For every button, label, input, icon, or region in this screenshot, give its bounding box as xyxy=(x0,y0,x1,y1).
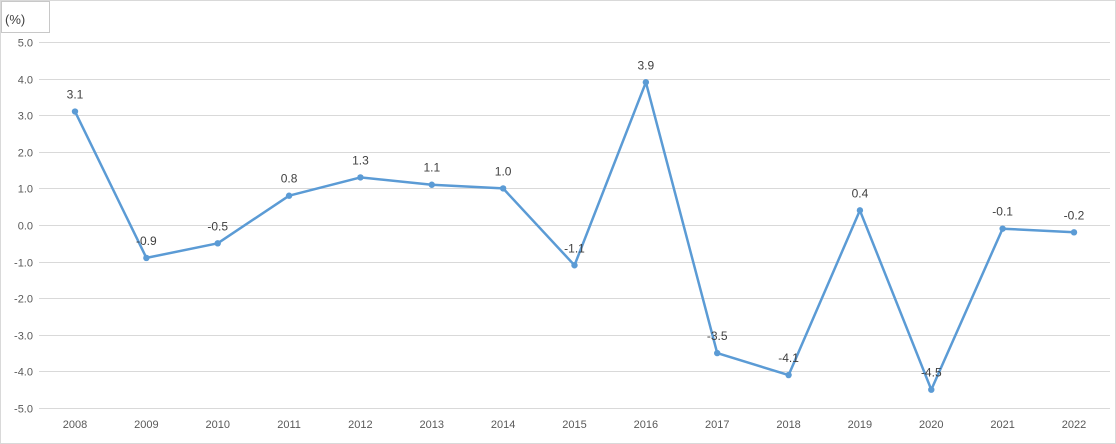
x-tick-label: 2020 xyxy=(919,419,943,431)
x-tick-label: 2010 xyxy=(205,419,229,431)
data-label: -0.2 xyxy=(1064,208,1085,222)
data-point xyxy=(642,79,650,86)
y-tick-label: 5.0 xyxy=(18,38,33,50)
x-tick-label: 2014 xyxy=(491,419,515,431)
x-tick-label: 2018 xyxy=(776,419,800,431)
data-point xyxy=(856,207,864,214)
y-tick-label: 3.0 xyxy=(18,111,33,123)
data-label: 0.8 xyxy=(281,172,298,186)
data-point xyxy=(499,185,507,192)
data-point xyxy=(71,108,79,115)
data-label: 3.1 xyxy=(67,88,84,102)
data-point xyxy=(143,254,150,262)
data-point xyxy=(714,349,721,357)
y-tick-label: -5.0 xyxy=(14,404,33,416)
y-axis-ticks: 5.0 4.0 3.0 2.0 1.0 0.0 -1.0 -2.0 -3.0 -4.0 -5.0 xyxy=(14,38,33,416)
x-tick-label: 2019 xyxy=(848,419,872,431)
y-tick-label: 4.0 xyxy=(18,75,33,87)
y-tick-label: 1.0 xyxy=(18,184,33,196)
x-tick-label: 2011 xyxy=(277,419,301,431)
data-label: -4.5 xyxy=(921,366,942,380)
data-label: -1.1 xyxy=(564,241,585,255)
series-line xyxy=(73,81,1075,391)
data-label: 3.9 xyxy=(638,58,655,72)
series xyxy=(71,79,1078,393)
data-point xyxy=(785,371,792,379)
data-label: -4.1 xyxy=(778,351,799,365)
data-point xyxy=(428,181,435,188)
x-tick-label: 2008 xyxy=(63,419,87,431)
data-label: -0.1 xyxy=(992,205,1013,219)
data-label: -0.5 xyxy=(207,219,228,233)
x-tick-label: 2017 xyxy=(705,419,729,431)
data-label: 1.1 xyxy=(423,161,440,175)
data-label: -3.5 xyxy=(707,329,728,343)
x-axis-ticks: 2008 2009 2010 2011 2012 2013 2014 2015 2016 2017… xyxy=(63,419,1086,431)
data-point xyxy=(214,240,221,247)
data-point xyxy=(285,192,293,199)
data-label: 0.4 xyxy=(852,186,869,200)
data-point xyxy=(1070,229,1078,236)
unit-label: (%) xyxy=(1,1,50,33)
data-label: 1.0 xyxy=(495,164,512,178)
x-tick-label: 2015 xyxy=(562,419,586,431)
data-labels: 3.1 -0.9 -0.5 0.8 1.3 1.1 1.0 -1.1 3.9 -3.5 -4.1 0.… xyxy=(67,58,1085,379)
y-tick-label: 2.0 xyxy=(18,148,33,160)
data-point xyxy=(357,174,364,181)
y-tick-label: -4.0 xyxy=(14,367,33,379)
y-tick-label: 0.0 xyxy=(18,221,33,233)
y-tick-label: -3.0 xyxy=(14,331,33,343)
gridlines xyxy=(39,42,1110,409)
x-tick-label: 2021 xyxy=(990,419,1014,431)
data-label: 1.3 xyxy=(352,153,369,167)
x-tick-label: 2009 xyxy=(134,419,158,431)
data-point xyxy=(928,386,935,393)
x-tick-label: 2016 xyxy=(634,419,658,431)
y-tick-label: -2.0 xyxy=(14,294,33,306)
x-tick-label: 2012 xyxy=(348,419,372,431)
y-tick-label: -1.0 xyxy=(14,258,33,270)
data-point xyxy=(571,262,578,269)
data-point xyxy=(999,225,1006,232)
x-tick-label: 2013 xyxy=(420,419,444,431)
x-tick-label: 2022 xyxy=(1062,419,1086,431)
data-label: -0.9 xyxy=(136,234,157,248)
